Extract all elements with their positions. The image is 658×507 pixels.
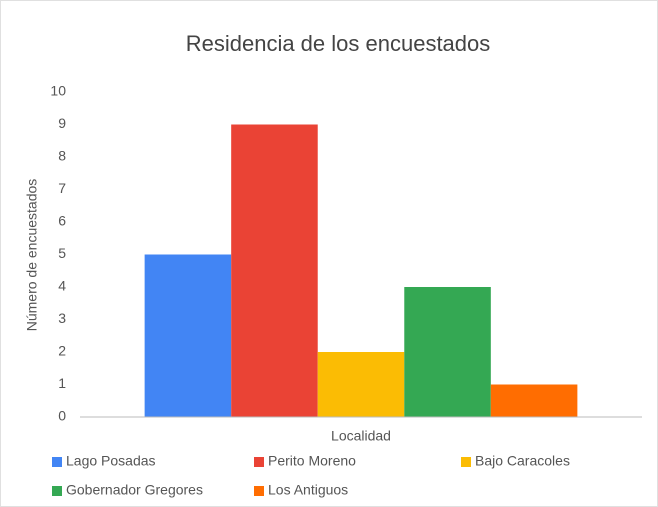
legend-label: Bajo Caracoles [475, 453, 570, 469]
y-tick-label: 5 [58, 245, 66, 261]
y-tick-label: 10 [50, 83, 66, 99]
bar [231, 124, 318, 417]
chart-title: Residencia de los encuestados [186, 31, 491, 56]
x-axis-label: Localidad [331, 428, 391, 444]
legend-label: Lago Posadas [66, 453, 156, 469]
legend-swatch [52, 486, 62, 496]
bar [490, 384, 578, 417]
y-tick-label: 8 [58, 148, 66, 164]
legend-label: Los Antiguos [268, 482, 348, 498]
y-tick-label: 2 [58, 343, 66, 359]
bar [144, 254, 232, 417]
y-tick-label: 4 [58, 278, 66, 294]
y-tick-label: 9 [58, 115, 66, 131]
legend-label: Perito Moreno [268, 453, 356, 469]
y-tick-label: 1 [58, 375, 66, 391]
legend-swatch [461, 457, 471, 467]
y-tick-label: 0 [58, 408, 66, 424]
y-axis-label: Número de encuestados [24, 179, 40, 332]
bar [317, 352, 405, 417]
bar [404, 287, 491, 417]
legend-swatch [254, 486, 264, 496]
legend-swatch [52, 457, 62, 467]
legend-swatch [254, 457, 264, 467]
y-tick-label: 6 [58, 213, 66, 229]
y-tick-label: 3 [58, 310, 66, 326]
y-tick-label: 7 [58, 180, 66, 196]
legend-label: Gobernador Gregores [66, 482, 203, 498]
